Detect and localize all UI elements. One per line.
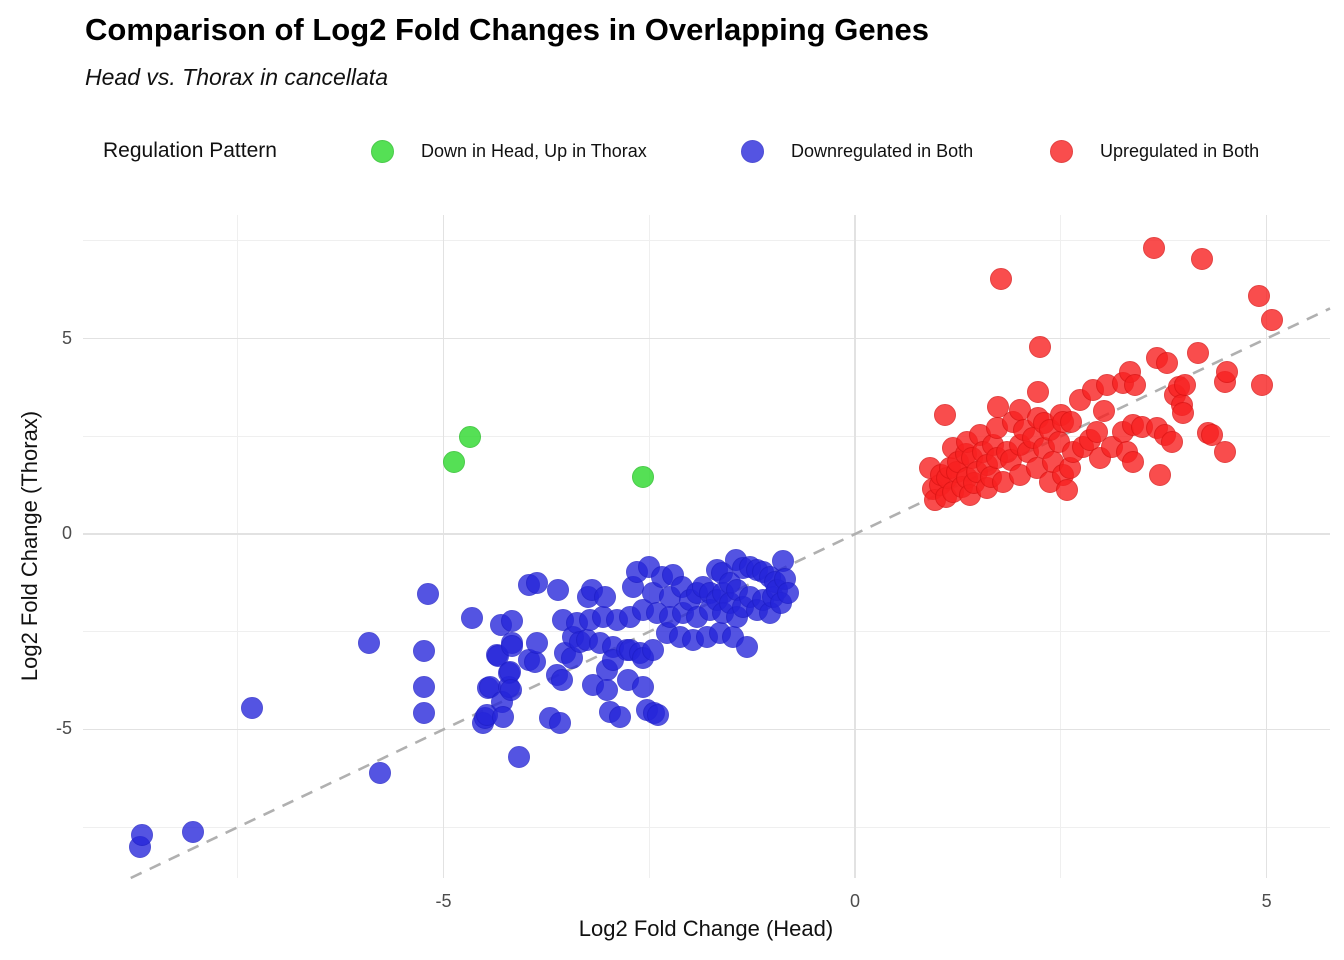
legend-item-upregulated-both: Upregulated in Both xyxy=(1050,140,1259,163)
identity-dashed-line xyxy=(130,307,1331,880)
data-point xyxy=(526,571,549,594)
data-point xyxy=(412,675,435,698)
y-tick-label: 5 xyxy=(61,327,72,348)
x-tick-label: 0 xyxy=(850,891,861,911)
data-point xyxy=(776,582,799,605)
y-axis-title: Log2 Fold Change (Thorax) xyxy=(17,410,42,682)
data-point xyxy=(631,465,654,488)
legend-item-label: Down in Head, Up in Thorax xyxy=(421,141,647,161)
data-point xyxy=(1191,248,1214,271)
data-point xyxy=(1187,341,1210,364)
chart-title: Comparison of Log2 Fold Changes in Overl… xyxy=(85,12,929,47)
data-point xyxy=(1214,440,1237,463)
gridline-x-major xyxy=(1265,215,1268,878)
gridline-y-major xyxy=(83,337,1330,340)
data-point xyxy=(642,639,665,662)
data-point xyxy=(358,632,381,655)
x-tick-label: -5 xyxy=(435,891,452,911)
data-point xyxy=(1160,431,1183,454)
blue-dot-icon xyxy=(741,140,764,163)
gridline-y-minor xyxy=(83,240,1330,242)
data-point xyxy=(500,634,523,657)
chart-subtitle: Head vs. Thorax in cancellata xyxy=(85,64,388,90)
legend-item-label: Downregulated in Both xyxy=(791,141,974,161)
data-point xyxy=(551,668,574,691)
identity-line-layer xyxy=(130,307,1331,880)
data-point xyxy=(460,607,483,630)
data-point xyxy=(1261,309,1284,332)
gridline-y-minor xyxy=(83,826,1330,828)
plot-area xyxy=(83,215,1331,880)
data-point xyxy=(416,582,439,605)
data-point xyxy=(500,609,523,632)
data-point xyxy=(608,705,631,728)
data-point xyxy=(736,635,759,658)
data-point xyxy=(596,678,619,701)
legend-title: Regulation Pattern xyxy=(103,139,277,162)
data-point xyxy=(1174,374,1197,397)
red-dot-icon xyxy=(1050,140,1073,163)
data-point xyxy=(412,702,435,725)
legend-item-label: Upregulated in Both xyxy=(1100,141,1260,161)
data-point xyxy=(508,746,531,769)
data-point xyxy=(1026,381,1049,404)
data-point xyxy=(1149,463,1172,486)
data-point xyxy=(1248,284,1271,307)
y-tick-label: 0 xyxy=(61,522,72,543)
data-point xyxy=(1142,237,1165,260)
data-point xyxy=(593,585,616,608)
data-point xyxy=(1092,399,1115,422)
x-axis-title: Log2 Fold Change (Head) xyxy=(578,916,834,941)
data-point xyxy=(369,761,392,784)
data-point xyxy=(1086,420,1109,443)
data-point xyxy=(989,268,1012,291)
y-tick-label: -5 xyxy=(55,718,72,739)
data-point xyxy=(631,675,654,698)
data-point xyxy=(491,705,514,728)
data-point xyxy=(240,696,263,719)
gridline-y-major xyxy=(83,728,1330,731)
data-point xyxy=(523,650,546,673)
gridline-y-minor xyxy=(83,435,1330,437)
green-dot-icon xyxy=(371,140,394,163)
gridline-x-minor xyxy=(648,215,650,878)
gridline-x-minor xyxy=(1060,215,1062,878)
legend-item-downregulated-both: Downregulated in Both xyxy=(741,140,973,163)
data-point xyxy=(1172,402,1195,425)
data-point xyxy=(443,451,466,474)
x-tick-label: 5 xyxy=(1261,891,1272,911)
data-point xyxy=(131,823,154,846)
data-point xyxy=(1216,361,1239,384)
data-point xyxy=(1059,411,1082,434)
data-point xyxy=(500,678,522,701)
data-point xyxy=(1056,478,1079,501)
legend-item-down-head-up-thorax: Down in Head, Up in Thorax xyxy=(371,140,647,163)
gridline-x-major xyxy=(854,215,856,878)
data-point xyxy=(1201,424,1224,447)
data-point xyxy=(182,820,205,843)
data-point xyxy=(412,639,435,662)
data-point xyxy=(933,404,956,427)
data-point xyxy=(647,703,670,726)
gridline-y-major xyxy=(83,533,1330,535)
data-point xyxy=(526,632,549,655)
data-point xyxy=(1122,451,1145,474)
data-point xyxy=(1156,352,1179,375)
data-point xyxy=(458,426,481,449)
gridline-x-minor xyxy=(237,215,239,878)
data-point xyxy=(549,711,572,734)
gridline-x-major xyxy=(442,215,445,878)
data-point xyxy=(1123,374,1146,397)
data-point xyxy=(1029,336,1052,359)
data-point xyxy=(546,578,569,601)
data-point xyxy=(1250,374,1273,397)
